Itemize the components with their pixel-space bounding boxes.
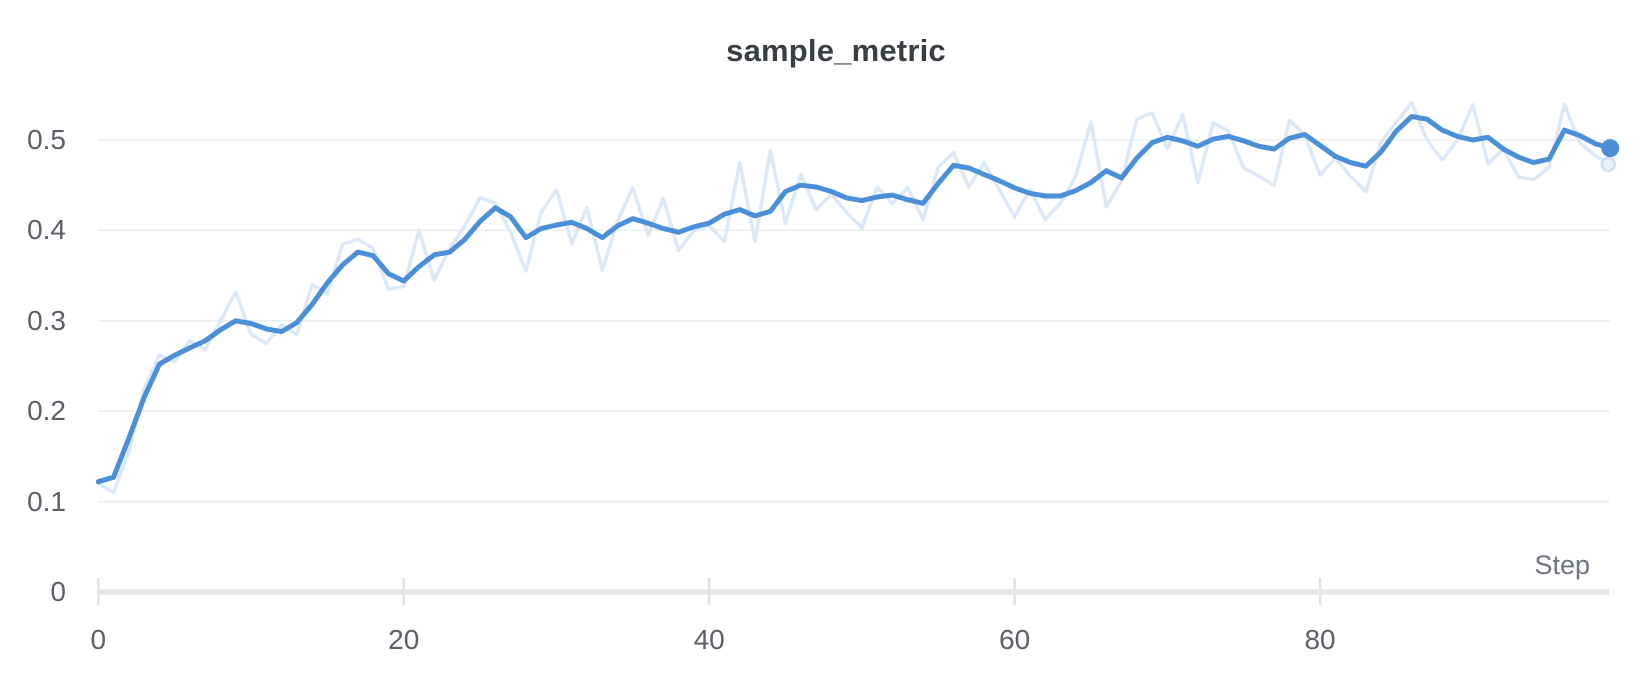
x-axis-tick-label: 20	[388, 624, 420, 655]
chart-title: sample_metric	[726, 33, 946, 68]
x-axis-tick-label: 0	[90, 624, 107, 655]
smoothed-series-line	[95, 114, 1613, 485]
x-axis-tick-label: 40	[693, 624, 725, 655]
raw-series-line	[96, 101, 1612, 495]
y-axis-tick-label: 0.3	[27, 304, 66, 336]
end-point-dot	[1601, 139, 1620, 158]
raw-end-point-marker	[1600, 156, 1616, 173]
y-axis-tick-label: 0.5	[27, 124, 66, 155]
y-axis-tick-label: 0	[50, 576, 66, 607]
x-axis-title: Step	[1534, 550, 1590, 580]
y-axis-tick-label: 0.4	[27, 214, 66, 246]
y-axis-tick-label: 0.1	[27, 485, 66, 517]
x-axis-tick-label: 80	[1304, 624, 1336, 655]
x-axis-tick-label: 60	[999, 624, 1031, 655]
y-axis-tick-label: 0.2	[27, 395, 66, 427]
